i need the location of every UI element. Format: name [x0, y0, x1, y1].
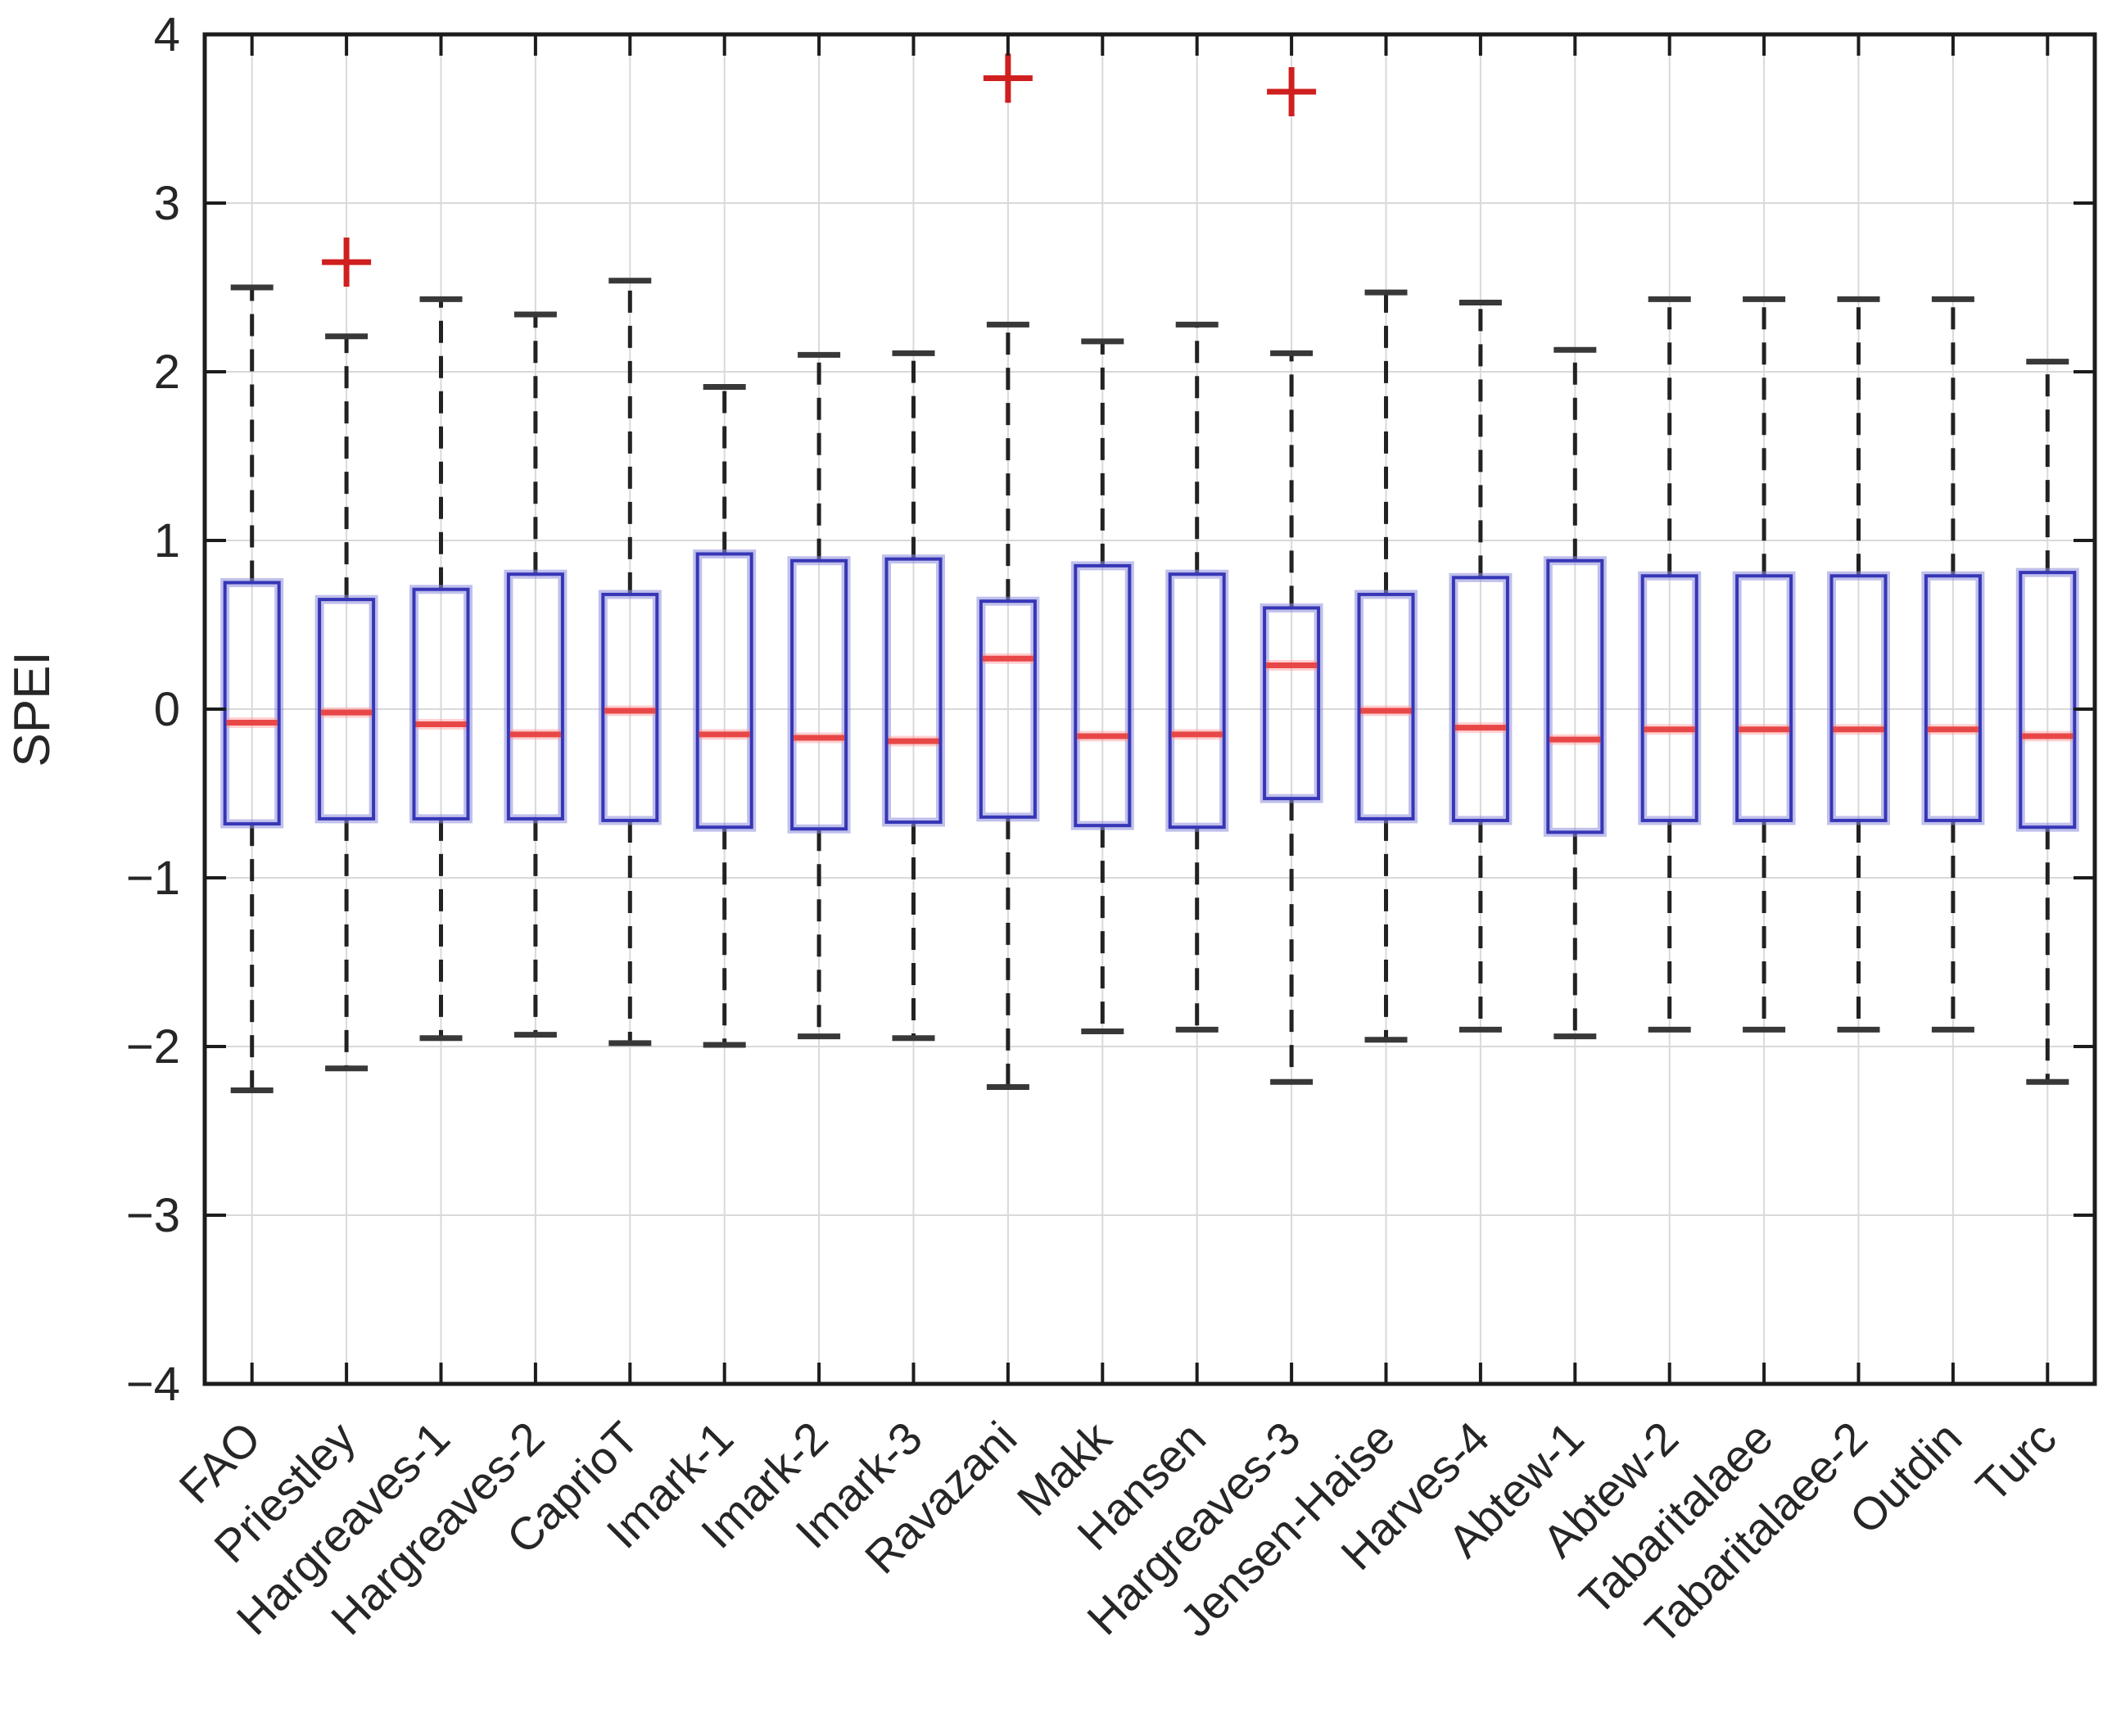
box-group — [504, 311, 568, 1038]
y-tick-label: 1 — [154, 514, 180, 567]
y-tick-label: 4 — [154, 8, 180, 61]
y-tick-label: −2 — [126, 1020, 180, 1074]
box-group — [598, 278, 662, 1047]
box-group — [882, 350, 945, 1042]
box-group — [1165, 321, 1229, 1033]
iqr-box — [1263, 606, 1321, 801]
box-group — [1732, 296, 1796, 1033]
box-group — [1543, 346, 1607, 1040]
box-group — [1921, 296, 1985, 1033]
iqr-box — [1168, 572, 1226, 830]
box-group — [1259, 67, 1323, 1085]
iqr-box — [2019, 571, 2077, 830]
outlier-plus-icon — [1267, 67, 1317, 117]
y-tick-label: 0 — [154, 683, 180, 736]
iqr-box — [1829, 574, 1888, 822]
iqr-box — [884, 557, 943, 825]
iqr-box — [1640, 574, 1698, 822]
outlier-plus-icon — [322, 237, 372, 287]
iqr-box — [790, 558, 848, 831]
box-group — [314, 237, 378, 1072]
iqr-box — [1451, 576, 1509, 822]
box-group — [1070, 338, 1134, 1034]
iqr-box — [1924, 574, 1982, 822]
box-group — [220, 284, 284, 1094]
iqr-box — [601, 592, 659, 822]
box-group — [409, 296, 473, 1042]
x-tick-label: Turc — [1966, 1412, 2066, 1512]
y-tick-label: −1 — [126, 852, 180, 905]
outlier-plus-icon — [983, 53, 1033, 103]
iqr-box — [979, 599, 1037, 819]
y-axis-title: SPEI — [4, 651, 61, 766]
y-tick-label: 2 — [154, 346, 180, 399]
box-group — [1827, 296, 1890, 1033]
y-tick-label: −3 — [126, 1189, 180, 1242]
iqr-box — [1074, 563, 1132, 828]
iqr-box — [506, 572, 564, 821]
box-group — [976, 53, 1040, 1090]
y-tick-label: −4 — [126, 1358, 180, 1411]
box-group — [2015, 359, 2079, 1085]
iqr-box — [412, 587, 470, 821]
tick-label-layer: 43210−1−2−3−4FAOPriestleyHargreaves-1Har… — [126, 8, 2066, 1653]
box-group — [1638, 296, 1702, 1033]
iqr-box — [223, 581, 281, 826]
iqr-box — [1735, 574, 1793, 822]
iqr-box — [695, 552, 753, 830]
box-group — [787, 351, 851, 1040]
box-group — [1449, 300, 1513, 1033]
y-tick-label: 3 — [154, 177, 180, 230]
iqr-box — [1546, 558, 1604, 834]
box-group — [1354, 289, 1418, 1043]
grid-layer — [205, 34, 2095, 1384]
iqr-box — [1357, 592, 1415, 821]
iqr-box — [318, 598, 376, 821]
box-group — [693, 384, 757, 1048]
boxplot-series-layer — [220, 53, 2079, 1094]
axis-layer — [202, 32, 2097, 1386]
